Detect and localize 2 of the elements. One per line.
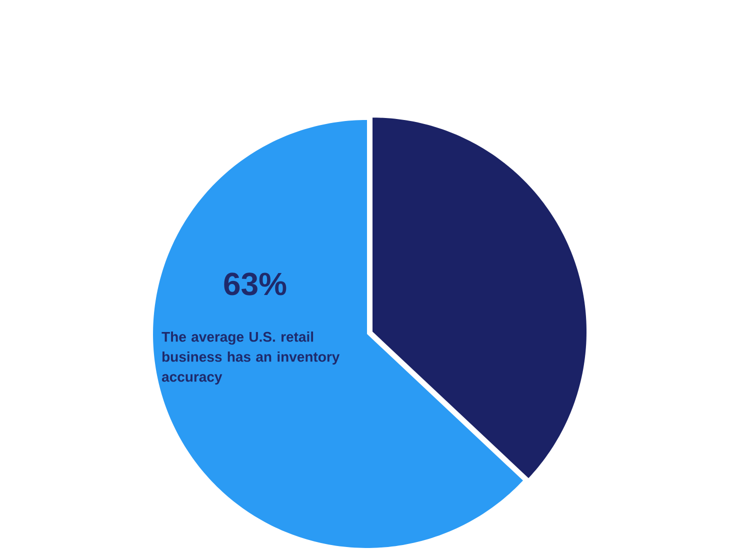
text: The average U.S. retail business has an inventory accuracy [162, 332, 340, 385]
data-label: 63% [224, 272, 286, 296]
